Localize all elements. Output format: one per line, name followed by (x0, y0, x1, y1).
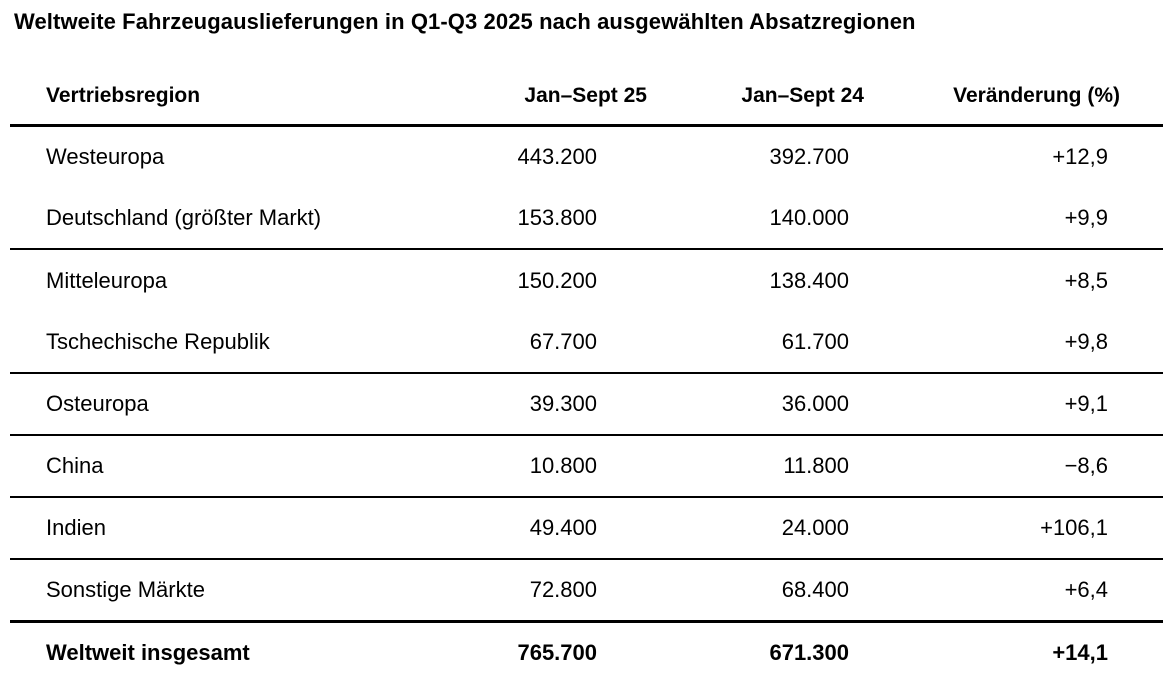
column-header-jan-sept-24: Jan–Sept 24 (657, 69, 875, 127)
value-current-cell: 765.700 (445, 619, 657, 683)
value-current-cell: 67.700 (529, 328, 597, 354)
table-row-china: China 10.800 11.800 −8,6 (10, 434, 1163, 497)
value-current-cell: 39.300 (445, 372, 657, 435)
value-current-cell: 72.800 (445, 558, 657, 621)
value-prior-cell: 36.000 (657, 372, 875, 435)
region-cell: Deutschland (größter Markt) (46, 204, 322, 230)
value-current-cell: 443.200 (517, 143, 597, 169)
column-header-jan-sept-25: Jan–Sept 25 (445, 69, 657, 127)
region-cell: Sonstige Märkte (10, 558, 445, 621)
region-cell: Weltweit insgesamt (10, 619, 445, 683)
value-current-cell: 49.400 (445, 496, 657, 559)
region-cell: Osteuropa (10, 372, 445, 435)
table-row-mitteleuropa: Mitteleuropa 150.200 138.400 +8,5 (10, 248, 1163, 311)
change-cell: +9,1 (875, 372, 1163, 435)
value-current-cell: 153.800 (517, 204, 597, 230)
change-cell: −8,6 (875, 434, 1163, 497)
region-cell: Tschechische Republik (46, 328, 270, 354)
table-row-weltweit-insgesamt: Weltweit insgesamt 765.700 671.300 +14,1 (10, 619, 1163, 683)
table-row-tschechische-republik: Tschechische Republik 67.700 61.700 +9,8 (10, 311, 1163, 373)
value-prior-cell: 671.300 (657, 619, 875, 683)
table-row-westeuropa: Westeuropa 443.200 392.700 +12,9 (10, 125, 1163, 187)
table-row-deutschland: Deutschland (größter Markt) 153.800 140.… (10, 187, 1163, 249)
value-current-cell: 10.800 (445, 434, 657, 497)
table-header-row: Vertriebsregion Jan–Sept 25 Jan–Sept 24 … (10, 69, 1163, 127)
value-prior-cell: 61.700 (781, 328, 849, 354)
region-cell: Mitteleuropa (10, 248, 445, 311)
value-prior-cell: 11.800 (657, 434, 875, 497)
region-cell: Indien (10, 496, 445, 559)
deliveries-table: Vertriebsregion Jan–Sept 25 Jan–Sept 24 … (10, 69, 1163, 683)
column-header-region: Vertriebsregion (10, 69, 445, 127)
change-cell: +106,1 (875, 496, 1163, 559)
column-header-change-percent: Veränderung (%) (875, 69, 1163, 127)
value-prior-cell: 68.400 (657, 558, 875, 621)
table-row-sonstige-maerkte: Sonstige Märkte 72.800 68.400 +6,4 (10, 558, 1163, 621)
value-prior-cell: 24.000 (657, 496, 875, 559)
value-prior-cell: 138.400 (657, 248, 875, 311)
change-cell: +6,4 (875, 558, 1163, 621)
change-cell: +14,1 (875, 619, 1163, 683)
value-prior-cell: 140.000 (769, 204, 849, 230)
table-row-osteuropa: Osteuropa 39.300 36.000 +9,1 (10, 372, 1163, 435)
change-cell: +12,9 (1052, 143, 1108, 169)
change-cell: +8,5 (875, 248, 1163, 311)
table-row-indien: Indien 49.400 24.000 +106,1 (10, 496, 1163, 559)
page-title: Weltweite Fahrzeugauslieferungen in Q1-Q… (14, 9, 916, 34)
region-cell: Westeuropa (46, 143, 165, 169)
value-prior-cell: 392.700 (769, 143, 849, 169)
value-current-cell: 150.200 (445, 248, 657, 311)
change-cell: +9,8 (1064, 328, 1108, 354)
region-cell: China (10, 434, 445, 497)
change-cell: +9,9 (1064, 204, 1108, 230)
